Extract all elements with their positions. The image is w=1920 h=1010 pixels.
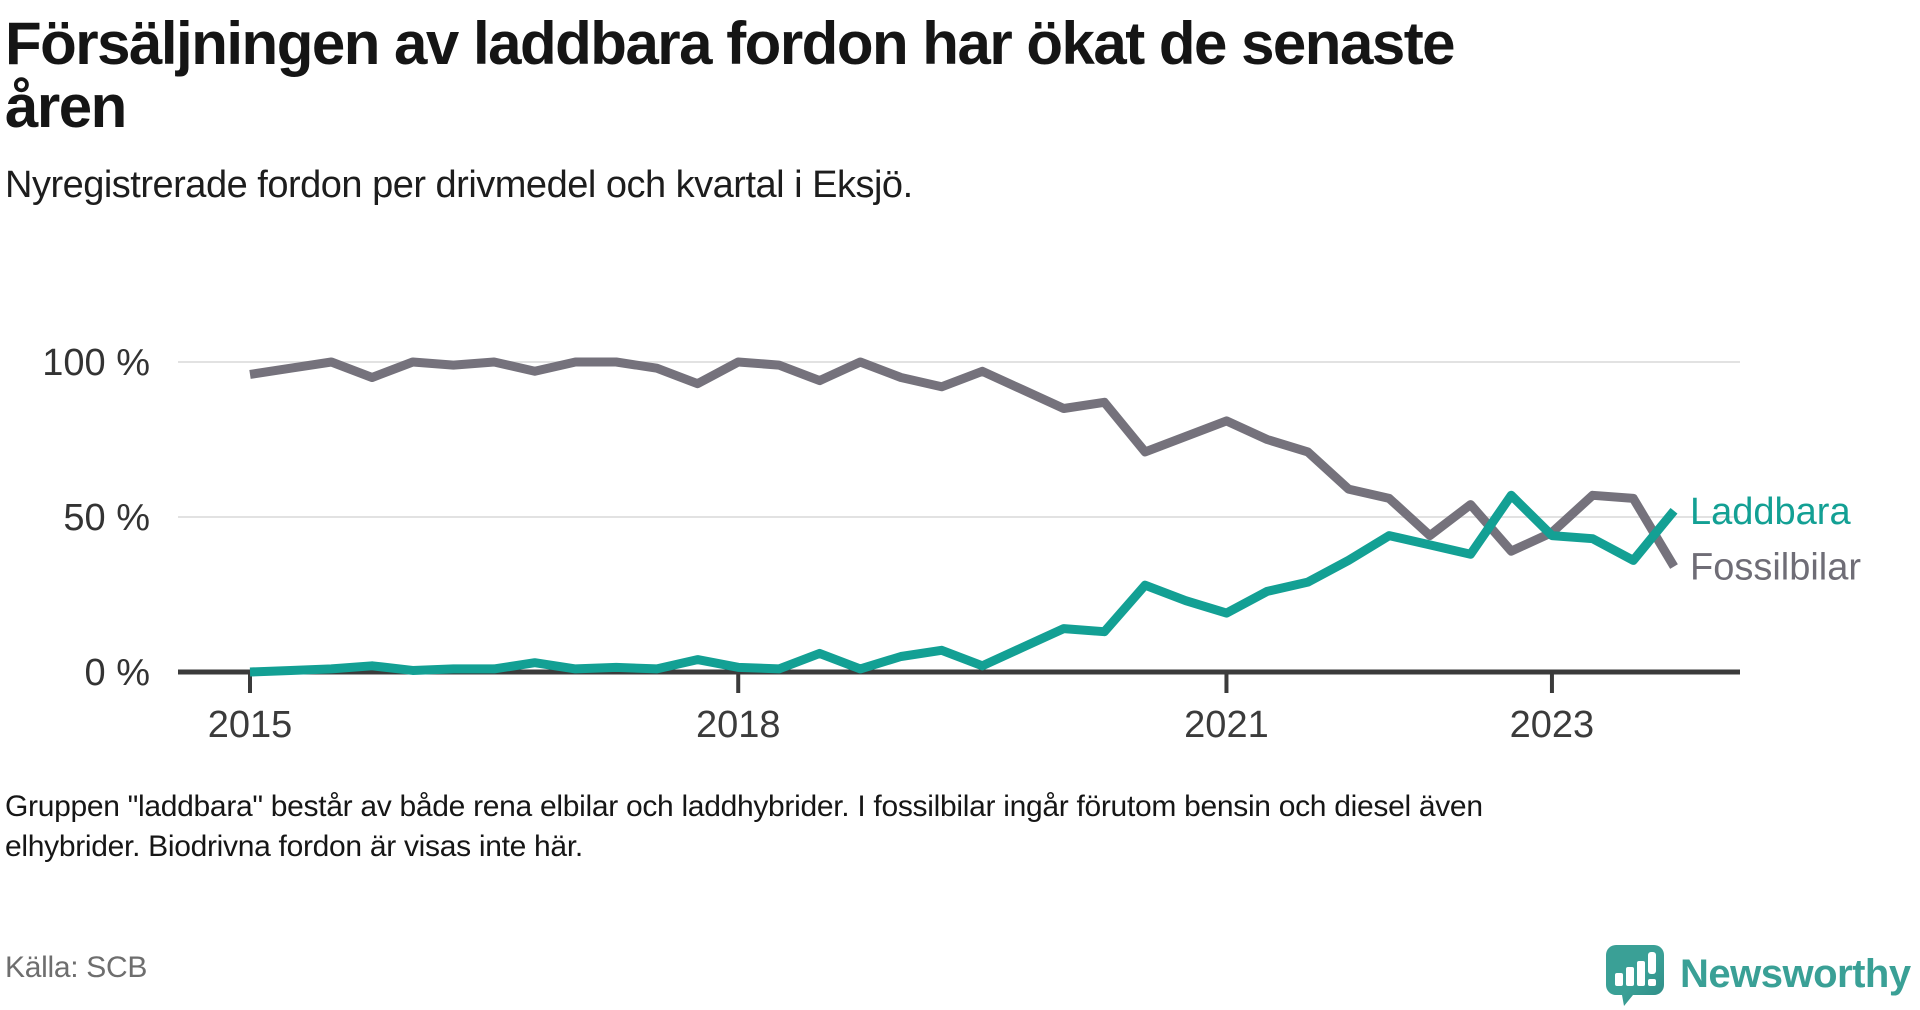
chart-footnote-line2: elhybrider. Biodrivna fordon är visas in… bbox=[5, 830, 583, 863]
logo-exclamation-dot bbox=[1648, 979, 1656, 986]
page-title-line1: Försäljningen av laddbara fordon har öka… bbox=[5, 10, 1456, 77]
x-tick-label-2021: 2021 bbox=[1184, 704, 1269, 746]
series-end-label-fossilbilar: Fossilbilar bbox=[1690, 547, 1861, 589]
source-note: Källa: SCB bbox=[5, 951, 148, 984]
newsworthy-logo: Newsworthy bbox=[1603, 942, 1911, 1006]
chart-subtitle: Nyregistrerade fordon per drivmedel och … bbox=[5, 164, 913, 206]
y-tick-label-100: 100 % bbox=[42, 342, 150, 384]
x-tick-label-2018: 2018 bbox=[696, 704, 781, 746]
chart-footnote-line1: Gruppen "laddbara" består av både rena e… bbox=[5, 790, 1483, 823]
y-tick-label-50: 50 % bbox=[63, 497, 150, 539]
logo-bar-3 bbox=[1637, 961, 1645, 986]
page-title-line2: åren bbox=[5, 73, 127, 140]
newsworthy-logo-text: Newsworthy bbox=[1680, 951, 1911, 996]
series-line-laddbara bbox=[249, 490, 1678, 677]
series-end-label-laddbara: Laddbara bbox=[1690, 491, 1851, 533]
chart-footnote: Gruppen "laddbara" består av både rena e… bbox=[5, 787, 1483, 867]
newsworthy-speech-bubble-chart-icon bbox=[1606, 945, 1664, 1006]
logo-exclamation-bar bbox=[1648, 952, 1656, 974]
page-title: Försäljningen av laddbara fordon har öka… bbox=[5, 10, 1456, 140]
logo-bar-2 bbox=[1626, 967, 1634, 986]
x-tick-label-2015: 2015 bbox=[208, 704, 293, 746]
y-tick-label-0: 0 % bbox=[85, 652, 150, 694]
series-line-fossilbilar bbox=[249, 357, 1678, 569]
x-tick-label-2023: 2023 bbox=[1510, 704, 1595, 746]
logo-bar-1 bbox=[1615, 973, 1623, 986]
